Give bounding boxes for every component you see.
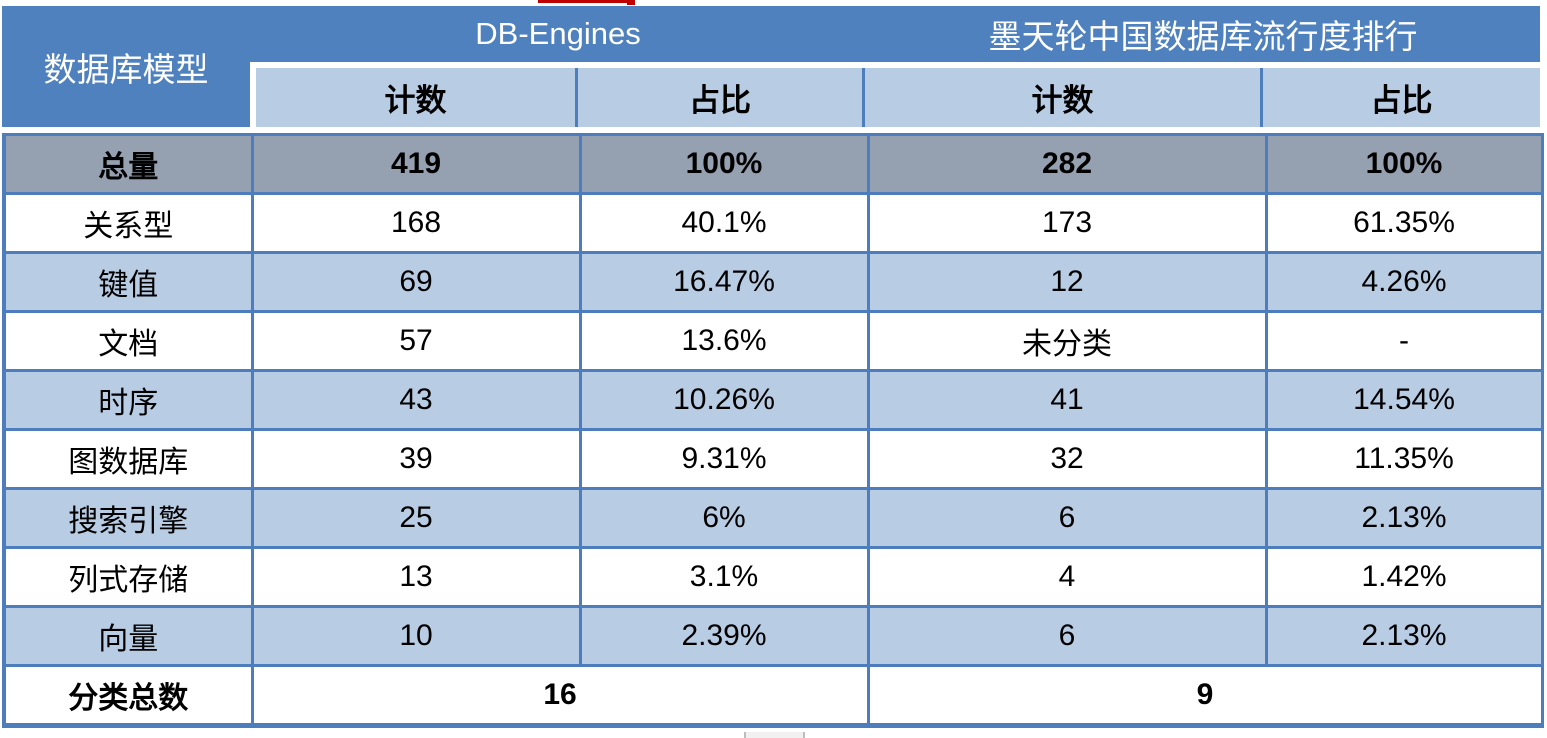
cell-value: 16 bbox=[250, 664, 870, 727]
cell-value: 9 bbox=[866, 664, 1544, 727]
table-row-search-engine: 搜索引擎 25 6% 6 2.13% bbox=[2, 487, 1544, 549]
cell-value: 100% bbox=[1264, 133, 1544, 195]
cell-value: 13 bbox=[250, 546, 582, 608]
cell-value: 14.54% bbox=[1264, 369, 1544, 431]
table-row-key-value: 键值 69 16.47% 12 4.26% bbox=[2, 251, 1544, 313]
header-group-modb-ranking: 墨天轮中国数据库流行度排行 bbox=[988, 18, 1418, 55]
row-label: 时序 bbox=[2, 369, 254, 431]
row-label: 列式存储 bbox=[2, 546, 254, 608]
cell-value: 13.6% bbox=[578, 310, 870, 372]
cell-value: 3.1% bbox=[578, 546, 870, 608]
row-label: 关系型 bbox=[2, 192, 254, 254]
cell-value: 61.35% bbox=[1264, 192, 1544, 254]
header-subcolumns-row: 计数 占比 计数 占比 bbox=[256, 68, 1540, 127]
cell-value: 32 bbox=[866, 428, 1268, 490]
cell-value: 9.31% bbox=[578, 428, 870, 490]
horizontal-scrollbar-thumb[interactable] bbox=[744, 732, 805, 738]
cell-value: 2.13% bbox=[1264, 487, 1544, 549]
header-group-db-engines: DB-Engines bbox=[475, 16, 641, 51]
cell-value: 4.26% bbox=[1264, 251, 1544, 313]
row-label: 文档 bbox=[2, 310, 254, 372]
table-row-document: 文档 57 13.6% 未分类 - bbox=[2, 310, 1544, 372]
cell-value: 43 bbox=[250, 369, 582, 431]
cell-value: 2.13% bbox=[1264, 605, 1544, 667]
cell-value: 10.26% bbox=[578, 369, 870, 431]
cell-value: 173 bbox=[866, 192, 1268, 254]
table-row-category-count: 分类总数 16 9 bbox=[2, 664, 1544, 727]
red-mark-artifact bbox=[627, 0, 635, 5]
cell-value: 41 bbox=[866, 369, 1268, 431]
red-underline-artifact bbox=[538, 0, 633, 3]
header-cell-modb-count: 计数 bbox=[865, 68, 1260, 127]
cell-value: 57 bbox=[250, 310, 582, 372]
table-row-total: 总量 419 100% 282 100% bbox=[2, 133, 1544, 195]
table-row-relational: 关系型 168 40.1% 173 61.35% bbox=[2, 192, 1544, 254]
table-row-vector: 向量 10 2.39% 6 2.13% bbox=[2, 605, 1544, 667]
cell-value: 6 bbox=[866, 605, 1268, 667]
cell-value: 282 bbox=[866, 133, 1268, 195]
row-label: 向量 bbox=[2, 605, 254, 667]
row-label: 总量 bbox=[2, 133, 254, 195]
cell-value: 10 bbox=[250, 605, 582, 667]
cell-value: - bbox=[1264, 310, 1544, 372]
row-label: 搜索引擎 bbox=[2, 487, 254, 549]
cell-value: 40.1% bbox=[578, 192, 870, 254]
cell-value: 6% bbox=[578, 487, 870, 549]
cell-value: 16.47% bbox=[578, 251, 870, 313]
header-group-band: DB-Engines 墨天轮中国数据库流行度排行 bbox=[250, 6, 1540, 62]
header-cell-dbengines-count: 计数 bbox=[256, 68, 575, 127]
cell-value: 4 bbox=[866, 546, 1268, 608]
row-label: 分类总数 bbox=[2, 664, 254, 727]
cell-value: 未分类 bbox=[866, 310, 1268, 372]
data-table: 总量 419 100% 282 100% 关系型 168 40.1% 173 6… bbox=[2, 133, 1544, 728]
header-cell-modb-share: 占比 bbox=[1263, 68, 1540, 127]
cell-value: 168 bbox=[250, 192, 582, 254]
cell-value: 2.39% bbox=[578, 605, 870, 667]
header-cell-database-model: 数据库模型 bbox=[2, 6, 250, 127]
cell-value: 25 bbox=[250, 487, 582, 549]
table-row-columnar: 列式存储 13 3.1% 4 1.42% bbox=[2, 546, 1544, 608]
row-label: 图数据库 bbox=[2, 428, 254, 490]
cell-value: 69 bbox=[250, 251, 582, 313]
header-cell-dbengines-share: 占比 bbox=[578, 68, 862, 127]
cell-value: 11.35% bbox=[1264, 428, 1544, 490]
cell-value: 6 bbox=[866, 487, 1268, 549]
table-row-graph: 图数据库 39 9.31% 32 11.35% bbox=[2, 428, 1544, 490]
cell-value: 419 bbox=[250, 133, 582, 195]
row-label: 键值 bbox=[2, 251, 254, 313]
cell-value: 100% bbox=[578, 133, 870, 195]
cell-value: 39 bbox=[250, 428, 582, 490]
table-row-time-series: 时序 43 10.26% 41 14.54% bbox=[2, 369, 1544, 431]
cell-value: 1.42% bbox=[1264, 546, 1544, 608]
cell-value: 12 bbox=[866, 251, 1268, 313]
